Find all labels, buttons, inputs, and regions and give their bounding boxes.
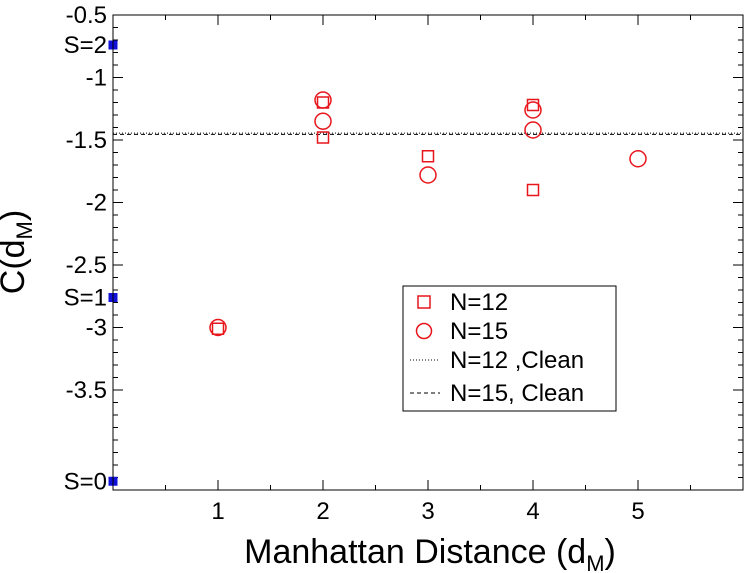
y-tick-label: -0.5 (66, 2, 107, 29)
y-tick-label: -3 (86, 315, 107, 342)
legend-square-marker (417, 295, 431, 309)
point-square (526, 98, 540, 112)
legend-label-n15: N=15 (450, 318, 508, 345)
point-circle (524, 101, 542, 119)
point-square (526, 183, 540, 197)
plot-frame (112, 14, 744, 491)
x-axis-title: Manhattan Distance (dM) (244, 533, 616, 573)
y-tick-label: -1 (86, 65, 107, 92)
x-tick-label: 5 (631, 498, 644, 525)
legend-label-n12: N=12 (450, 289, 508, 316)
spin-marker-label: S=1 (64, 285, 107, 312)
legend-circle-marker (415, 322, 433, 340)
data-points (209, 91, 647, 337)
point-circle (209, 318, 227, 337)
point-square (211, 322, 225, 335)
point-circle (419, 166, 437, 184)
reference-lines (113, 132, 743, 135)
point-square (316, 131, 330, 144)
legend-label-n12-clean: N=12 ,Clean (450, 347, 584, 374)
y-tick-label: -3.5 (66, 377, 107, 404)
spin-marker-label: S=2 (64, 32, 107, 59)
point-circle (524, 121, 542, 139)
y-tick-label: -2 (86, 190, 107, 217)
legend-label-n15-clean: N=15, Clean (450, 380, 584, 407)
x-tick-label: 1 (211, 498, 224, 525)
legend: N=12 N=15 N=12 ,Clean N=15, Clean (402, 285, 617, 412)
x-tick-label: 3 (421, 498, 434, 525)
x-tick-label: 2 (316, 498, 329, 525)
point-circle (314, 91, 332, 109)
y-tick-label: -1.5 (66, 127, 107, 154)
tick-labels: -0.5 -1 -1.5 -2 -2.5 -3 -3.5 1 2 3 4 5 (66, 2, 645, 525)
x-tick-label: 4 (526, 498, 539, 525)
y-tick-label: -2.5 (66, 252, 107, 279)
point-circle (629, 150, 647, 168)
y-axis-title: C(dM) (0, 210, 37, 294)
axis-ticks (113, 14, 743, 490)
legend-box (402, 285, 617, 412)
point-square (421, 150, 435, 163)
point-circle (314, 112, 332, 130)
spin-marker-label: S=0 (64, 468, 107, 495)
spin-markers: S=2 S=1 S=0 (64, 32, 118, 495)
